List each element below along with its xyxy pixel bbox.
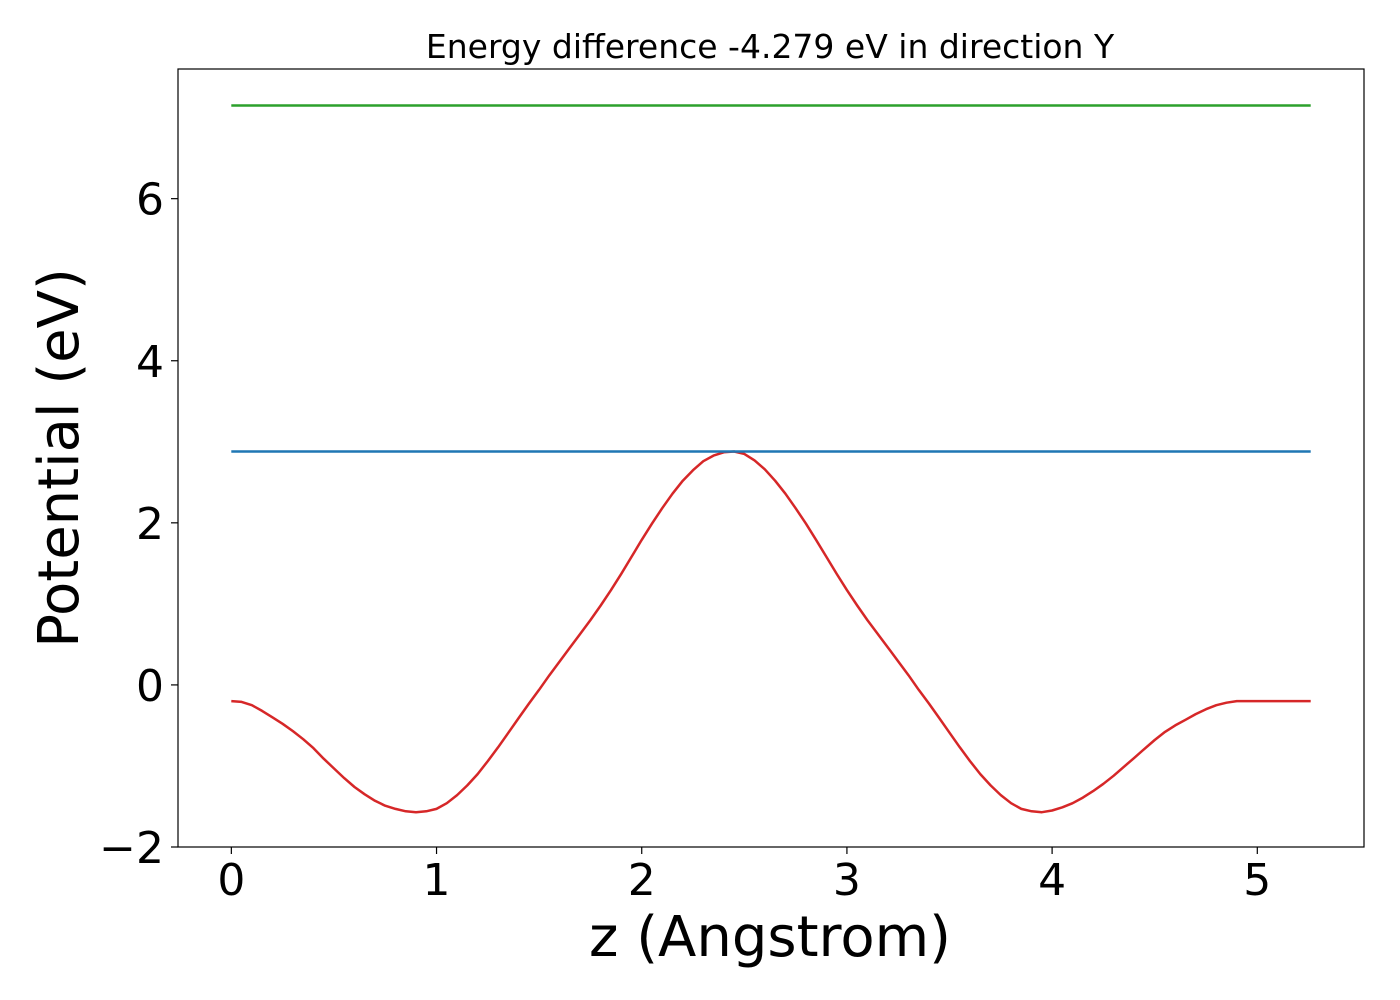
x-axis-label: z (Angstrom) bbox=[589, 905, 951, 970]
x-tick-label: 2 bbox=[628, 855, 656, 906]
x-tick-label: 0 bbox=[217, 855, 245, 906]
y-axis-ticks: −2 0 2 4 6 bbox=[99, 175, 178, 874]
x-tick-label: 3 bbox=[833, 855, 861, 906]
x-tick-label: 1 bbox=[423, 855, 451, 906]
x-axis-ticks: 0 1 2 3 4 5 bbox=[217, 847, 1271, 906]
y-tick-label: 0 bbox=[136, 661, 164, 712]
x-tick-label: 4 bbox=[1038, 855, 1066, 906]
y-tick-label: 6 bbox=[136, 175, 164, 226]
y-tick-label: 4 bbox=[136, 337, 164, 388]
chart-title: Energy difference -4.279 eV in direction… bbox=[426, 27, 1115, 66]
plot-series bbox=[231, 104, 1311, 814]
plot-frame bbox=[177, 68, 1365, 848]
x-tick-label: 5 bbox=[1243, 855, 1271, 906]
y-tick-label: 2 bbox=[136, 499, 164, 550]
y-tick-label: −2 bbox=[99, 823, 164, 874]
y-axis-label: Potential (eV) bbox=[27, 268, 92, 648]
series-line-0 bbox=[231, 450, 1311, 814]
